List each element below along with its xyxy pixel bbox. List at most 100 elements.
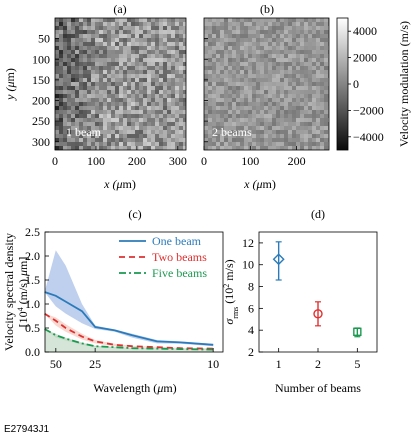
heatmap-cell [67,78,71,82]
heatmap-cell [312,146,316,150]
heatmap-cell [55,122,59,126]
heatmap-cell [95,146,99,150]
heatmap-cell [244,114,248,118]
heatmap-cell [139,94,143,98]
heatmap-cell [260,22,264,26]
heatmap-cell [308,138,312,142]
heatmap-cell [95,38,99,42]
heatmap-cell [264,138,268,142]
heatmap-cell [248,114,252,118]
heatmap-cell [123,94,127,98]
heatmap-cell [147,46,151,50]
heatmap-cell [300,54,304,58]
x-tick-label: 100 [87,154,105,168]
heatmap-cell [212,82,216,86]
heatmap-cell [119,18,123,22]
heatmap-cell [236,66,240,70]
heatmap-cell [300,66,304,70]
heatmap-cell [244,38,248,42]
heatmap-cell [308,22,312,26]
heatmap-cell [216,130,220,134]
heatmap-cell [232,86,236,90]
heatmap-cell [204,30,208,34]
heatmap-cell [260,26,264,30]
heatmap-cell [55,102,59,106]
heatmap-cell [260,78,264,82]
heatmap-cell [123,98,127,102]
heatmap-cell [228,78,232,82]
heatmap-cell [292,106,296,110]
heatmap-cell [312,34,316,38]
heatmap-cell [139,102,143,106]
heatmap-cell [183,130,186,134]
heatmap-cell [276,50,280,54]
heatmap-cell [123,110,127,114]
heatmap-cell [256,114,260,118]
heatmap-cell [79,18,83,22]
heatmap-cell [155,110,159,114]
heatmap-cell [175,94,179,98]
heatmap-cell [300,30,304,34]
heatmap-cell [316,90,320,94]
heatmap-cell [256,118,260,122]
heatmap-cell [264,130,268,134]
heatmap-cell [107,146,111,150]
heatmap-cell [135,30,139,34]
heatmap-cell [280,134,284,138]
heatmap-cell [312,30,316,34]
heatmap-cell [284,50,288,54]
heatmap-cell [300,22,304,26]
heatmap-cell [204,90,208,94]
heatmap-cell [260,98,264,102]
heatmap-cell [296,142,300,146]
heatmap-cell [151,130,155,134]
heatmap-cell [131,142,135,146]
heatmap-cell [175,78,179,82]
heatmap-cell [264,134,268,138]
heatmap-cell [67,90,71,94]
heatmap-cell [147,62,151,66]
heatmap-cell [232,126,236,130]
heatmap-cell [220,22,224,26]
heatmap-cell [59,34,63,38]
heatmap-cell [264,74,268,78]
heatmap-cell [292,110,296,114]
heatmap-cell [167,22,171,26]
heatmap-cell [244,66,248,70]
heatmap-cell [236,134,240,138]
heatmap-cell [59,26,63,30]
heatmap-cell [159,146,163,150]
heatmap-cell [159,122,163,126]
heatmap-cell [248,42,252,46]
heatmap-cell [159,58,163,62]
heatmap-cell [232,70,236,74]
heatmap-cell [83,142,87,146]
heatmap-cell [324,46,328,50]
heatmap-cell [228,114,232,118]
heatmap-cell [284,70,288,74]
heatmap-cell [103,78,107,82]
heatmap-cell [67,118,71,122]
y-tick-label: 6 [248,301,254,315]
heatmap-cell [159,74,163,78]
heatmap-cell [179,98,183,102]
heatmap-cell [256,110,260,114]
heatmap-cell [216,122,220,126]
colorbar-tick-label: −2000 [353,103,384,117]
heatmap-cell [276,38,280,42]
heatmap-cell [95,98,99,102]
heatmap-cell [91,134,95,138]
heatmap-cell [163,138,167,142]
heatmap-cell [324,146,328,150]
heatmap-cell [284,130,288,134]
heatmap-cell [296,22,300,26]
heatmap-cell [83,78,87,82]
heatmap-cell [99,106,103,110]
heatmap-cell [131,46,135,50]
heatmap-cell [304,126,308,130]
heatmap-cell [252,42,256,46]
heatmap-cell [280,82,284,86]
heatmap-cell [280,18,284,22]
heatmap-cell [107,42,111,46]
heatmap-cell [296,74,300,78]
